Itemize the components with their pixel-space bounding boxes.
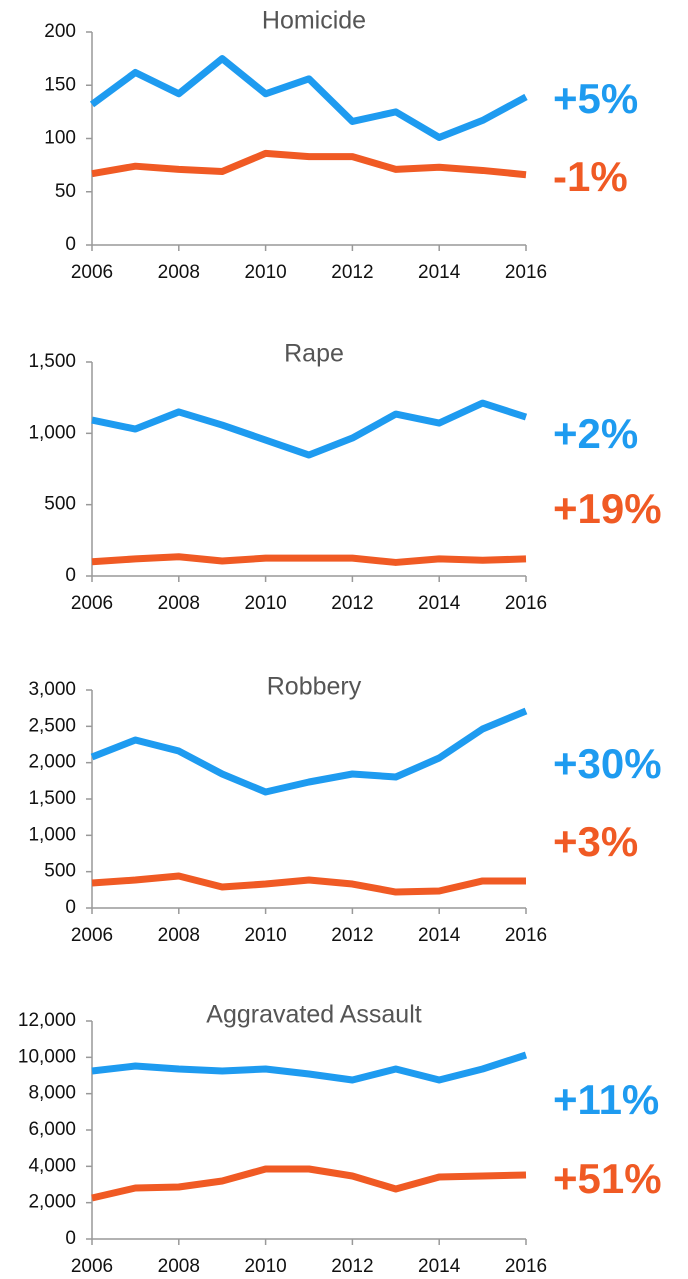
y-tick-label: 200: [44, 21, 76, 42]
x-tick-label: 2010: [244, 1256, 286, 1277]
chart-title: Robbery: [267, 673, 362, 701]
change-label: +30%: [553, 740, 662, 787]
x-tick-label: 2012: [331, 593, 373, 614]
x-tick-label: 2010: [244, 925, 286, 946]
change-label: -1%: [553, 153, 628, 200]
change-label: +3%: [553, 818, 638, 865]
y-tick-label: 50: [55, 181, 76, 202]
y-tick-label: 2,500: [28, 715, 76, 736]
x-tick-label: 2008: [158, 925, 200, 946]
x-tick-label: 2010: [244, 262, 286, 283]
line-series: [91, 149, 527, 179]
y-tick-label: 1,500: [28, 351, 76, 372]
x-tick-label: 2008: [158, 1256, 200, 1277]
y-tick-label: 150: [44, 74, 76, 95]
x-tick-label: 2012: [331, 262, 373, 283]
y-tick-label: 3,000: [28, 679, 76, 700]
x-tick-label: 2014: [418, 925, 461, 946]
y-tick-label: 12,000: [18, 1010, 76, 1031]
y-tick-label: 1,000: [28, 824, 76, 845]
y-tick-label: 4,000: [28, 1155, 76, 1176]
y-tick-label: 500: [44, 861, 76, 882]
line-series: [91, 1165, 527, 1202]
x-tick-label: 2008: [158, 593, 200, 614]
x-tick-label: 2016: [505, 925, 547, 946]
change-label: +51%: [553, 1155, 662, 1202]
change-label: +11%: [553, 1076, 659, 1123]
x-tick-label: 2010: [244, 593, 286, 614]
line-series: [91, 553, 527, 566]
line-series: [90, 707, 528, 796]
chart-title: Homicide: [262, 7, 366, 35]
y-tick-label: 10,000: [18, 1046, 76, 1067]
x-tick-label: 2008: [158, 262, 200, 283]
x-tick-label: 2014: [418, 1256, 461, 1277]
y-tick-label: 1,000: [28, 422, 76, 443]
x-tick-label: 2016: [505, 593, 547, 614]
y-tick-label: 6,000: [28, 1119, 76, 1140]
x-tick-label: 2014: [418, 593, 461, 614]
y-tick-label: 8,000: [28, 1083, 76, 1104]
x-tick-label: 2006: [71, 593, 113, 614]
line-series: [91, 872, 526, 896]
x-tick-label: 2012: [331, 925, 373, 946]
line-series: [89, 55, 528, 141]
line-series: [91, 399, 528, 459]
x-tick-label: 2012: [331, 1256, 373, 1277]
x-tick-label: 2006: [71, 925, 113, 946]
line-series: [91, 1051, 528, 1084]
x-tick-label: 2016: [505, 262, 547, 283]
y-tick-label: 0: [65, 897, 76, 918]
y-tick-label: 0: [65, 234, 76, 255]
y-tick-label: 2,000: [28, 752, 76, 773]
chart-title: Aggravated Assault: [206, 1001, 421, 1029]
x-tick-label: 2016: [505, 1256, 547, 1277]
y-tick-label: 500: [44, 494, 76, 515]
change-label: +19%: [553, 485, 662, 532]
chart-title: Rape: [284, 340, 344, 368]
change-label: +5%: [553, 75, 638, 122]
y-tick-label: 100: [44, 128, 76, 149]
y-tick-label: 2,000: [28, 1192, 76, 1213]
y-tick-label: 0: [65, 1228, 76, 1249]
y-tick-label: 0: [65, 565, 76, 586]
x-tick-label: 2014: [418, 262, 461, 283]
x-tick-label: 2006: [71, 1256, 113, 1277]
x-tick-label: 2006: [71, 262, 113, 283]
change-label: +2%: [553, 410, 638, 457]
y-tick-label: 1,500: [28, 788, 76, 809]
